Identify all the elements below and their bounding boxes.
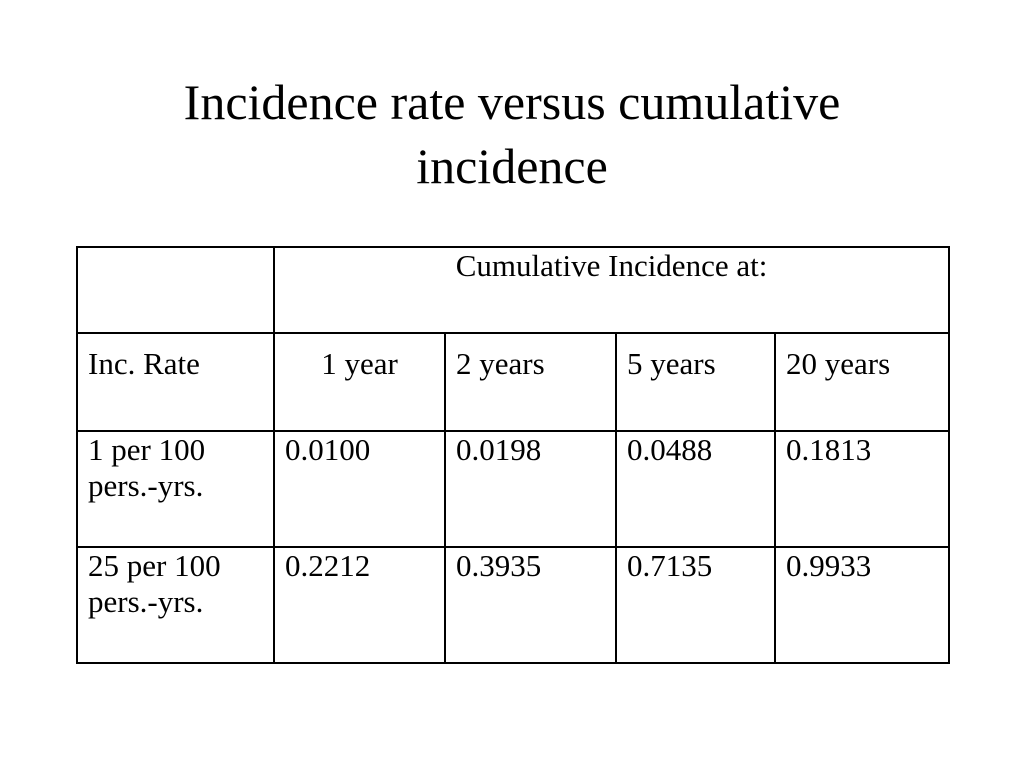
column-header-5-years: 5 years [615,332,776,432]
value-cell: 0.0488 [615,430,776,548]
rate-label-line-2: pers.-yrs. [88,468,204,503]
empty-corner-cell [76,246,275,334]
value-cell: 0.7135 [615,546,776,664]
rate-label-line-1: 25 per 100 [88,548,221,583]
table-row: 25 per 100 pers.-yrs. 0.2212 0.3935 0.71… [76,546,951,664]
slide-title-line-1: Incidence rate versus cumulative [183,74,841,130]
table-row: 1 per 100 pers.-yrs. 0.0100 0.0198 0.048… [76,430,951,548]
value-cell: 0.9933 [773,546,951,664]
rate-label-cell: 25 per 100 pers.-yrs. [76,546,275,664]
rate-label-line-1: 1 per 100 [88,432,206,467]
table-header-row: Cumulative Incidence at: [76,246,951,334]
slide-title-line-2: incidence [416,138,608,194]
value-cell: 0.1813 [773,430,951,548]
rate-label-line-2: pers.-yrs. [88,584,204,619]
cumulative-incidence-header: Cumulative Incidence at: [272,246,951,334]
incidence-table: Cumulative Incidence at: Inc. Rate 1 yea… [76,246,951,664]
value-cell: 0.3935 [444,546,617,664]
value-cell: 0.0198 [444,430,617,548]
rate-label-cell: 1 per 100 pers.-yrs. [76,430,275,548]
value-cell: 0.2212 [273,546,446,664]
table-columns-row: Inc. Rate 1 year 2 years 5 years 20 year… [76,332,951,432]
column-header-20-years: 20 years [773,332,951,432]
inc-rate-header: Inc. Rate [76,332,275,432]
column-header-1-year: 1 year [273,332,446,432]
column-header-2-years: 2 years [444,332,617,432]
slide-title: Incidence rate versus cumulative inciden… [0,70,1024,198]
value-cell: 0.0100 [273,430,446,548]
